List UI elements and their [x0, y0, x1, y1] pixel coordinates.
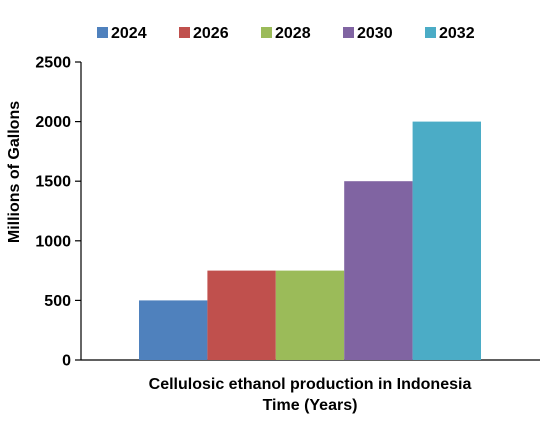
y-tick-label: 500 — [44, 293, 71, 310]
bars — [139, 121, 481, 360]
legend-swatch — [343, 27, 354, 38]
bar-2028 — [275, 270, 345, 360]
bar-2026 — [207, 270, 276, 360]
y-tick-label: 1000 — [35, 233, 71, 250]
y-tick-label: 2000 — [35, 114, 71, 131]
y-tick-label: 2500 — [35, 55, 71, 72]
legend-item-2032: 2032 — [425, 25, 475, 42]
y-axis: 0 500 1000 1500 2000 2500 — [35, 55, 82, 370]
legend-swatch — [97, 27, 108, 38]
x-axis-title: Time (Years) — [263, 397, 358, 414]
legend-label: 2032 — [439, 25, 475, 42]
legend-item-2028: 2028 — [261, 25, 311, 42]
y-axis-title: Millions of Gallons — [6, 101, 23, 243]
legend-swatch — [425, 27, 436, 38]
legend-item-2026: 2026 — [179, 25, 229, 42]
legend-swatch — [179, 27, 190, 38]
y-tick-label: 1500 — [35, 174, 71, 191]
legend-label: 2030 — [357, 25, 393, 42]
bar-2024 — [139, 300, 208, 360]
bar-2032 — [412, 121, 481, 360]
bar-2030 — [344, 181, 413, 360]
legend: 2024 2026 2028 2030 2032 — [97, 25, 475, 42]
legend-label: 2026 — [193, 25, 229, 42]
legend-label: 2024 — [111, 25, 147, 42]
legend-item-2024: 2024 — [97, 25, 147, 42]
y-tick-label: 0 — [62, 353, 71, 370]
legend-item-2030: 2030 — [343, 25, 393, 42]
legend-swatch — [261, 27, 272, 38]
x-category-label: Cellulosic ethanol production in Indones… — [149, 376, 472, 393]
legend-label: 2028 — [275, 25, 311, 42]
